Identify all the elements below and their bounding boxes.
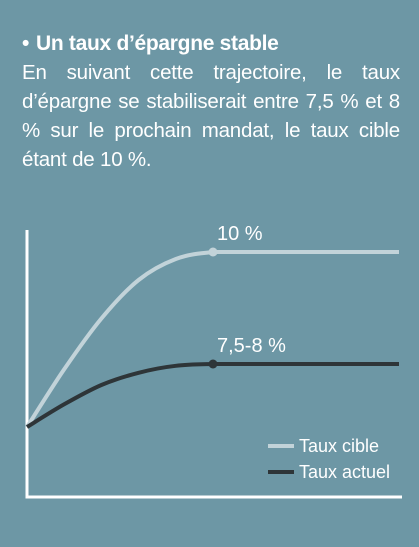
chart-legend: Taux cible Taux actuel (268, 436, 390, 482)
series-line-taux-actuel (25, 362, 400, 429)
legend-label-taux-actuel: Taux actuel (299, 462, 390, 482)
heading-title: Un taux d’épargne stable (36, 32, 279, 55)
series-line-taux-cible (25, 250, 399, 429)
chart-axes (25, 230, 402, 499)
chart-annotations: 10 % 7,5-8 % (217, 223, 286, 357)
series-marker-taux-actuel (208, 359, 218, 369)
annotation-taux-actuel: 7,5-8 % (217, 335, 286, 357)
heading-bullet: • (22, 32, 30, 55)
series-marker-taux-cible (208, 247, 218, 257)
legend-label-taux-cible: Taux cible (299, 436, 379, 456)
chart-heading: • Un taux d’épargne stable (22, 31, 402, 57)
annotation-taux-cible: 10 % (217, 223, 263, 245)
chart-description: En suivant cette trajectoire, le taux d’… (22, 61, 400, 171)
chart-series (25, 247, 400, 429)
